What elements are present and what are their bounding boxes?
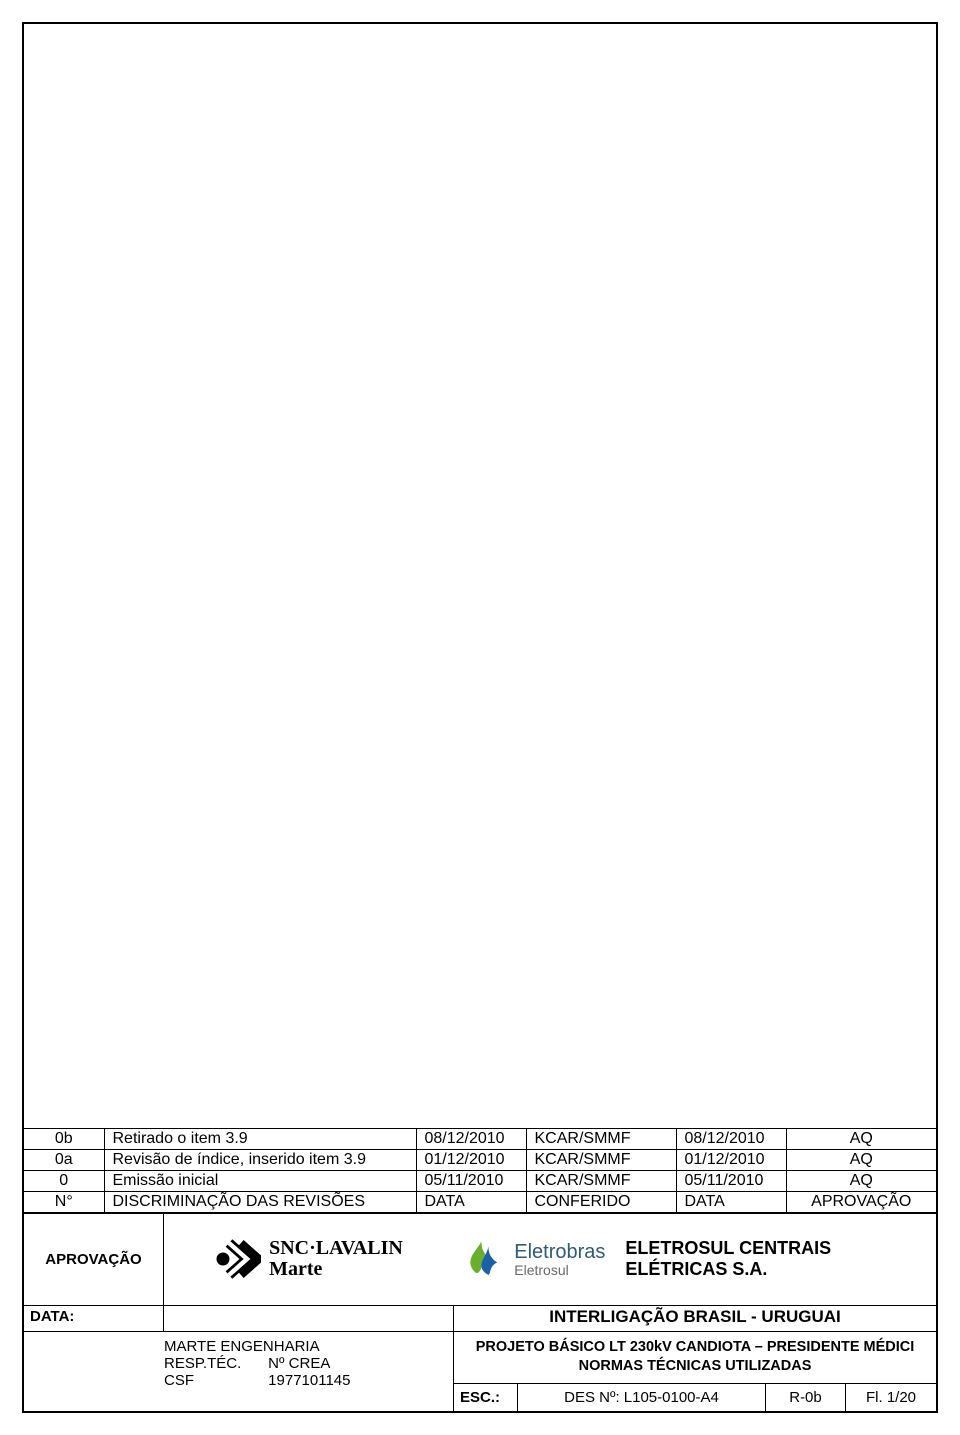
project-title: PROJETO BÁSICO LT 230kV CANDIOTA – PRESI…	[454, 1332, 936, 1383]
crea-number: 1977101145	[268, 1372, 350, 1389]
signoff-resp-line: RESP.TÉC. Nº CREA	[164, 1355, 453, 1372]
rev-date2: DATA	[676, 1191, 786, 1212]
drawing-frame: 0bRetirado o item 3.908/12/2010KCAR/SMMF…	[22, 22, 938, 1413]
snc-text: SNC·LAVALIN Marte	[269, 1238, 403, 1280]
rev-header-row: N°DISCRIMINAÇÃO DAS REVISÕESDATACONFERID…	[24, 1191, 936, 1212]
title-block: 0bRetirado o item 3.908/12/2010KCAR/SMMF…	[24, 1128, 936, 1411]
rev-desc: Retirado o item 3.9	[104, 1128, 416, 1149]
rev-desc: Emissão inicial	[104, 1170, 416, 1191]
page: 0bRetirado o item 3.908/12/2010KCAR/SMMF…	[0, 0, 960, 1435]
eletrobras-brand: Eletrobras	[514, 1242, 605, 1263]
rev-date1: 08/12/2010	[416, 1128, 526, 1149]
signoff-block: MARTE ENGENHARIA RESP.TÉC. Nº CREA CSF 1…	[24, 1331, 454, 1411]
rev-apr: AQ	[786, 1170, 936, 1191]
eletrobras-flame-icon	[462, 1235, 504, 1283]
rev-date1: 01/12/2010	[416, 1149, 526, 1170]
rev-apr: AQ	[786, 1128, 936, 1149]
footer-row: ESC.: DES Nº: L105-0100-A4 R-0b Fl. 1/20	[454, 1383, 936, 1411]
signoff-company: MARTE ENGENHARIA	[164, 1338, 453, 1355]
eletrosul-sub: Eletrosul	[514, 1263, 605, 1278]
snc-chevron-icon	[215, 1239, 261, 1279]
rev-date2: 01/12/2010	[676, 1149, 786, 1170]
eletrobras-block: Eletrobras Eletrosul ELETROSUL CENTRAIS …	[454, 1213, 936, 1305]
project-column: PROJETO BÁSICO LT 230kV CANDIOTA – PRESI…	[454, 1331, 936, 1411]
data-label: DATA:	[24, 1305, 164, 1331]
revisions-table: 0bRetirado o item 3.908/12/2010KCAR/SMMF…	[24, 1128, 936, 1213]
rev-date1: DATA	[416, 1191, 526, 1212]
rev-date2: 05/11/2010	[676, 1170, 786, 1191]
sheet-number: Fl. 1/20	[846, 1384, 936, 1411]
rev-n: 0	[24, 1170, 104, 1191]
approval-label: APROVAÇÃO	[24, 1213, 164, 1305]
approval-row: APROVAÇÃO SNC·LAVALIN Marte	[24, 1213, 936, 1305]
data-value	[164, 1305, 454, 1331]
revision-code: R-0b	[766, 1384, 846, 1411]
rev-n: N°	[24, 1191, 104, 1212]
rev-desc: DISCRIMINAÇÃO DAS REVISÕES	[104, 1191, 416, 1212]
rev-date2: 08/12/2010	[676, 1128, 786, 1149]
snc-lavalin-logo: SNC·LAVALIN Marte	[164, 1213, 454, 1305]
rev-conf: CONFERIDO	[526, 1191, 676, 1212]
interligacao-title: INTERLIGAÇÃO BRASIL - URUGUAI	[454, 1305, 936, 1331]
rev-conf: KCAR/SMMF	[526, 1128, 676, 1149]
rev-desc: Revisão de índice, inserido item 3.9	[104, 1149, 416, 1170]
rev-n: 0b	[24, 1128, 104, 1149]
signoff-values-line: CSF 1977101145	[164, 1372, 453, 1389]
drawing-number: DES Nº: L105-0100-A4	[518, 1384, 766, 1411]
rev-conf: KCAR/SMMF	[526, 1149, 676, 1170]
project-line1: PROJETO BÁSICO LT 230kV CANDIOTA – PRESI…	[458, 1338, 932, 1358]
rev-n: 0a	[24, 1149, 104, 1170]
rev-apr: APROVAÇÃO	[786, 1191, 936, 1212]
rev-date1: 05/11/2010	[416, 1170, 526, 1191]
crea-label: Nº CREA	[268, 1355, 330, 1372]
project-line2: NORMAS TÉCNICAS UTILIZADAS	[458, 1357, 932, 1377]
snc-line2: Marte	[269, 1259, 403, 1280]
info-grid: DATA: INTERLIGAÇÃO BRASIL - URUGUAI MART…	[24, 1305, 936, 1411]
eletrosul-company: ELETROSUL CENTRAIS ELÉTRICAS S.A.	[625, 1238, 936, 1280]
rev-conf: KCAR/SMMF	[526, 1170, 676, 1191]
table-row: 0aRevisão de índice, inserido item 3.901…	[24, 1149, 936, 1170]
resp-tec-label: RESP.TÉC.	[164, 1355, 264, 1372]
table-row: 0Emissão inicial05/11/2010KCAR/SMMF05/11…	[24, 1170, 936, 1191]
table-row: 0bRetirado o item 3.908/12/2010KCAR/SMMF…	[24, 1128, 936, 1149]
snc-line1: SNC·LAVALIN	[269, 1238, 403, 1259]
eletrobras-name: Eletrobras Eletrosul	[514, 1242, 605, 1278]
escala-label: ESC.:	[454, 1384, 518, 1411]
resp-initials: CSF	[164, 1372, 264, 1389]
content-area	[24, 24, 936, 1128]
rev-apr: AQ	[786, 1149, 936, 1170]
